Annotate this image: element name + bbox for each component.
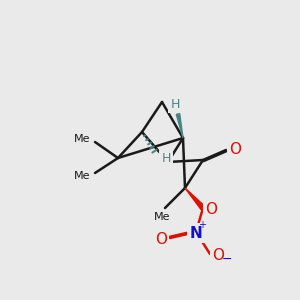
Text: H: H <box>161 152 171 164</box>
Polygon shape <box>176 114 183 138</box>
Text: O: O <box>205 202 217 217</box>
Text: O: O <box>212 248 224 263</box>
Text: H: H <box>170 98 180 112</box>
Text: −: − <box>222 253 232 266</box>
Text: O: O <box>229 142 241 158</box>
Text: Me: Me <box>74 134 90 144</box>
Text: N: N <box>190 226 202 241</box>
Text: +: + <box>198 220 206 230</box>
Polygon shape <box>185 188 205 210</box>
Text: O: O <box>155 232 167 247</box>
Text: Me: Me <box>154 212 170 222</box>
Text: Me: Me <box>74 171 90 181</box>
